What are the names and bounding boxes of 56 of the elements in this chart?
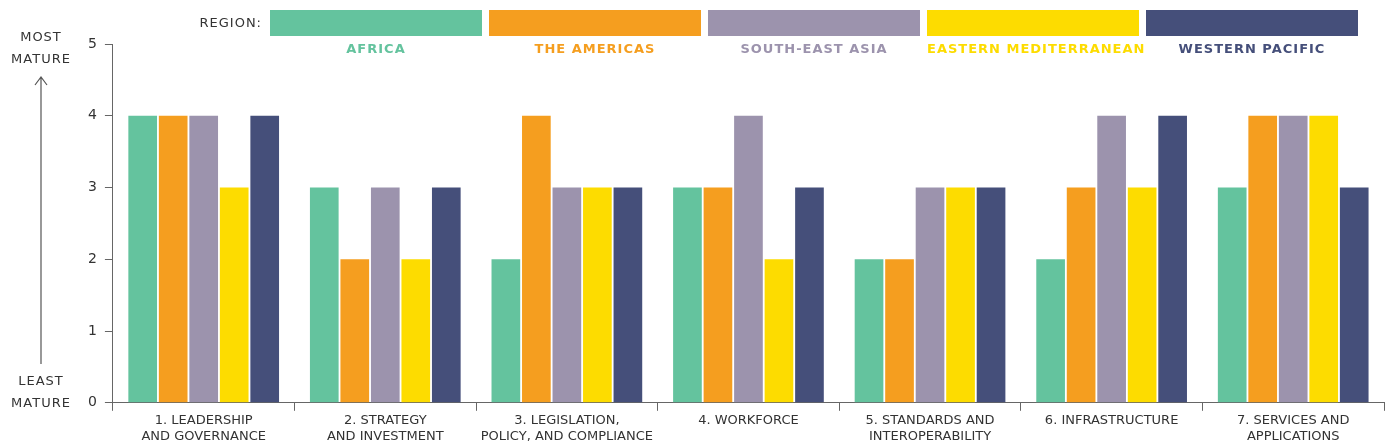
bar (703, 187, 733, 403)
text: EASTERN MEDITERRANEAN (927, 40, 1146, 56)
bar (1339, 187, 1369, 403)
text: AFRICA (270, 10, 482, 56)
bar (219, 187, 249, 403)
bar (1158, 115, 1187, 403)
bar (1278, 115, 1308, 403)
y-tick-label: 0 (87, 393, 97, 410)
bar (552, 187, 582, 403)
bar (1309, 115, 1339, 403)
x-tick-label: 3. LEGISLATION, POLICY, AND COMPLIANCE (480, 411, 654, 443)
bar (854, 259, 884, 403)
text: THE AMERICAS (489, 10, 701, 56)
bar (370, 187, 400, 403)
y-tick-label: 5 (87, 34, 97, 51)
bar (309, 187, 339, 403)
bar (522, 115, 551, 403)
bar (340, 259, 370, 403)
bar (795, 187, 824, 403)
bar (1248, 115, 1278, 403)
bar (1066, 187, 1096, 403)
bar (1097, 115, 1126, 403)
legend-title: REGION: (198, 14, 263, 32)
y-tick-label: 2 (87, 249, 97, 266)
text: LEAST MATURE (10, 372, 72, 412)
bar (1127, 187, 1157, 403)
bar (583, 187, 612, 403)
x-tick-label: 5. STANDARDS AND INTEROPERABILITY (865, 411, 995, 443)
bar (491, 259, 521, 403)
x-tick-label: 6. INFRASTRUCTURE (1044, 411, 1179, 427)
bar (915, 187, 945, 403)
bar (976, 187, 1006, 403)
bar (885, 259, 914, 403)
y-tick-label: 4 (87, 106, 97, 123)
y-tick-label: 3 (87, 178, 97, 195)
x-tick-label: 1. LEADERSHIP AND GOVERNANCE (141, 411, 267, 443)
x-tick-label: 4. WORKFORCE (698, 411, 799, 427)
text: SOUTH-EAST ASIA (708, 10, 920, 56)
x-tick-label: 7. SERVICES AND APPLICATIONS (1237, 411, 1350, 443)
bar (673, 187, 702, 403)
y-tick-label: 1 (87, 321, 97, 338)
bar (158, 115, 188, 403)
bar (1217, 187, 1247, 403)
bar (250, 115, 280, 403)
bar (189, 115, 219, 403)
bar (128, 115, 158, 403)
x-tick-label: 2. STRATEGY AND INVESTMENT (326, 411, 444, 443)
text: MOST MATURE (10, 28, 72, 68)
bar (401, 259, 431, 403)
bar (734, 115, 763, 403)
bar (613, 187, 643, 403)
bar (764, 259, 794, 403)
bar (1036, 259, 1065, 403)
bar (946, 187, 975, 403)
bar (431, 187, 461, 403)
text: WESTERN PACIFIC (1146, 10, 1358, 56)
